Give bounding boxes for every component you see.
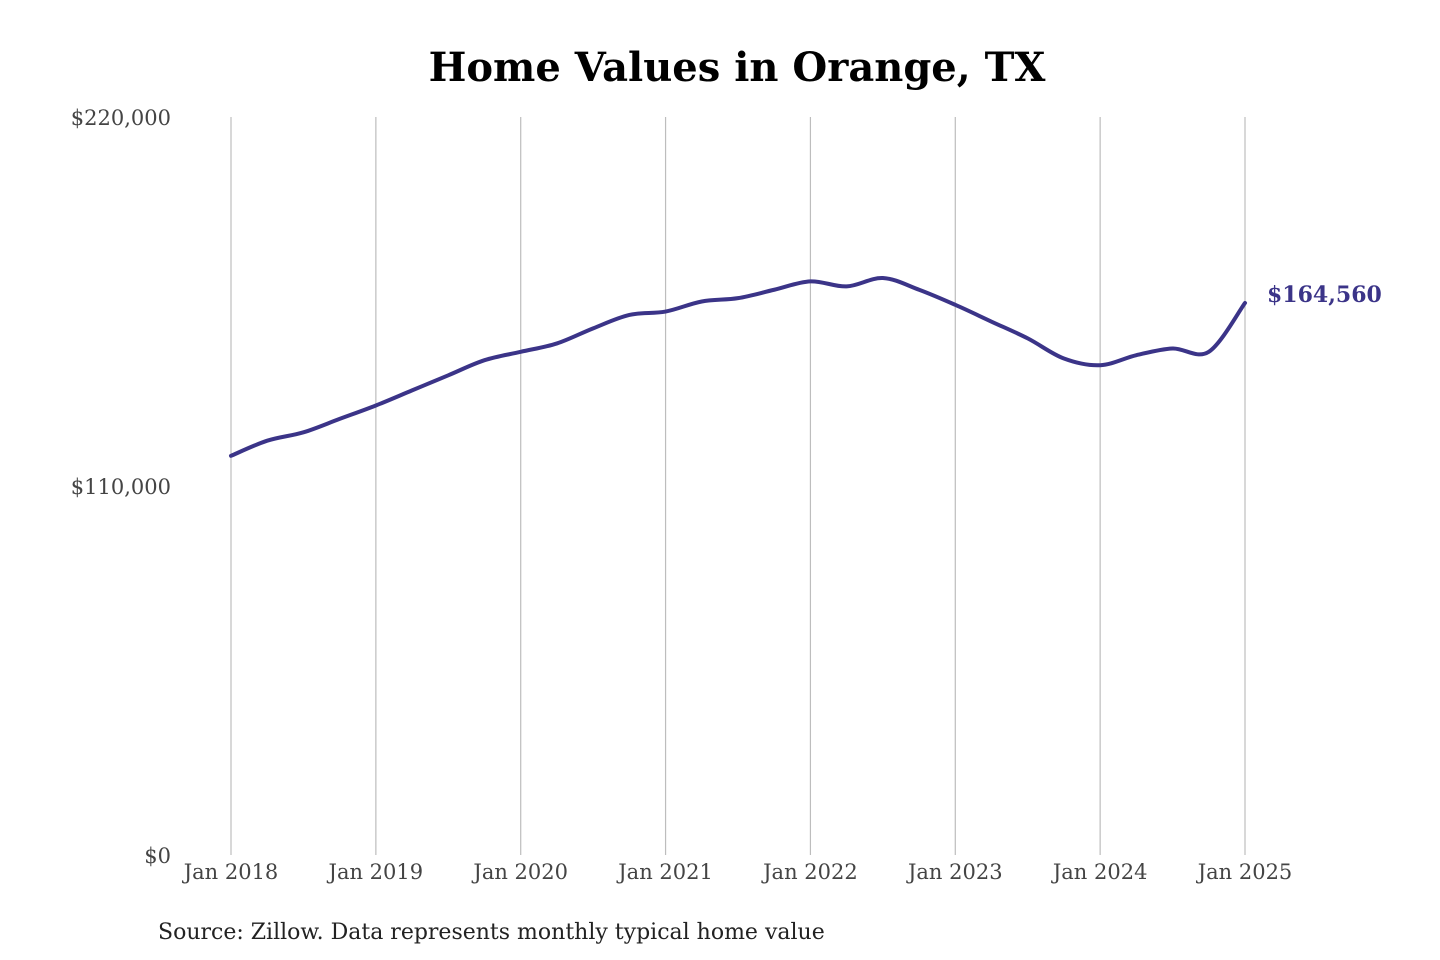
- x-tick-label: Jan 2022: [761, 860, 858, 884]
- y-axis: $0 $110,000 $220,000: [71, 106, 171, 868]
- x-tick-label: Jan 2020: [471, 860, 568, 884]
- x-axis: Jan 2018 Jan 2019 Jan 2020 Jan 2021 Jan 2022…: [182, 860, 1293, 884]
- x-tick-label: Jan 2024: [1051, 860, 1148, 884]
- y-tick-label: $0: [144, 844, 171, 868]
- x-tick-label: Jan 2018: [182, 860, 279, 884]
- x-tick-label: Jan 2019: [327, 860, 424, 884]
- source-note: Source: Zillow. Data represents monthly …: [158, 920, 825, 945]
- series-group: [229, 276, 1247, 458]
- end-value-label: $164,560: [1267, 282, 1382, 308]
- series-line: [229, 276, 1247, 458]
- x-tick-label: Jan 2025: [1196, 860, 1293, 884]
- x-tick-label: Jan 2021: [616, 860, 713, 884]
- gridlines: [230, 117, 1246, 855]
- y-tick-label: $110,000: [71, 475, 171, 499]
- y-tick-label: $220,000: [71, 106, 171, 130]
- x-tick-label: Jan 2023: [906, 860, 1003, 884]
- chart-title: Home Values in Orange, TX: [429, 44, 1046, 91]
